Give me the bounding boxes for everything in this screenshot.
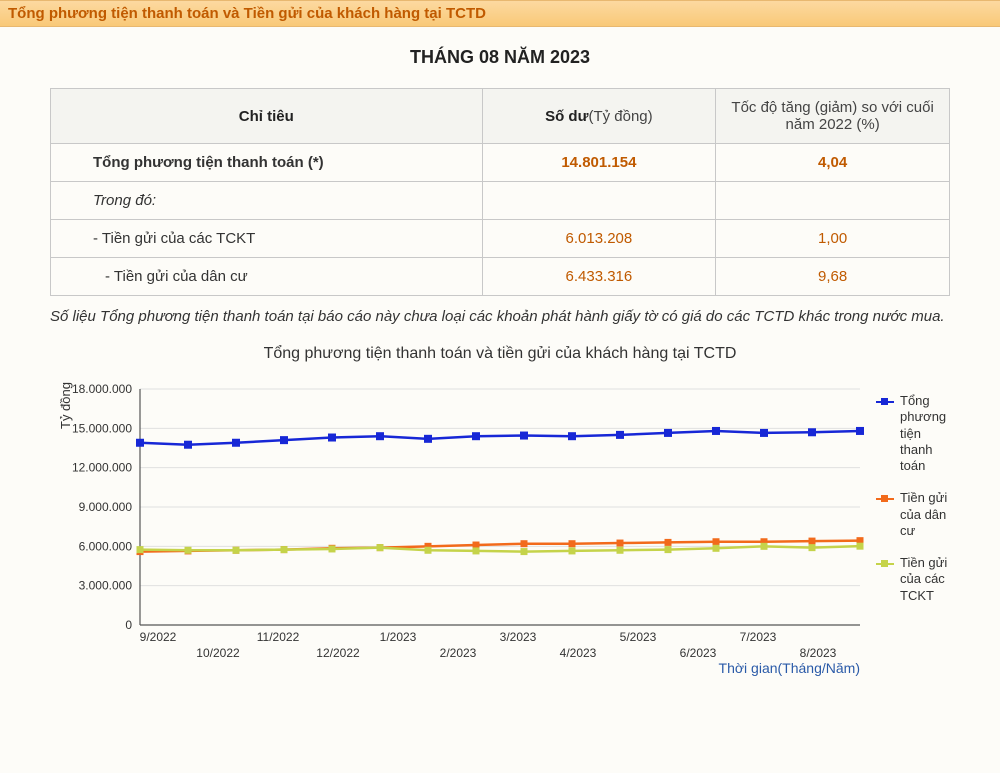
svg-text:12.000.000: 12.000.000 xyxy=(72,461,132,475)
svg-text:2/2023: 2/2023 xyxy=(440,646,477,660)
svg-text:9.000.000: 9.000.000 xyxy=(79,500,133,514)
row-label: - Tiền gửi của dân cư xyxy=(65,268,248,285)
svg-text:7/2023: 7/2023 xyxy=(740,630,777,644)
svg-text:11/2022: 11/2022 xyxy=(257,630,300,644)
row-growth: 4,04 xyxy=(716,144,950,182)
svg-text:8/2023: 8/2023 xyxy=(800,646,837,660)
svg-text:Thời gian(Tháng/Năm): Thời gian(Tháng/Năm) xyxy=(719,660,860,676)
svg-text:6/2023: 6/2023 xyxy=(680,646,717,660)
chart-legend: Tổng phương tiện thanh toán Tiền gửi của … xyxy=(876,393,950,620)
row-balance: 6.433.316 xyxy=(482,258,716,296)
chart-title: Tổng phương tiện thanh toán và tiền gửi … xyxy=(50,345,950,363)
col1-label: Số dư xyxy=(545,108,588,125)
col2-label: Tốc độ tăng (giảm) so với cuối năm 2022 … xyxy=(731,99,933,133)
line-chart: 0 3.000.000 6.000.000 9.000.000 12.000.000 15… xyxy=(50,371,870,681)
table-header-row: Chỉ tiêu Số dư(Tỷ đồng) Tốc độ tăng (giả… xyxy=(51,89,950,144)
row-growth xyxy=(716,182,950,220)
svg-text:10/2022: 10/2022 xyxy=(196,646,240,660)
legend-swatch xyxy=(876,498,894,500)
chart-svg-container: 0 3.000.000 6.000.000 9.000.000 12.000.000 15… xyxy=(50,371,870,686)
svg-text:4/2023: 4/2023 xyxy=(560,646,597,660)
footnote: Số liệu Tổng phương tiện thanh toán tại … xyxy=(50,308,950,325)
legend-label: Tiền gửi của các TCKT xyxy=(900,555,950,604)
legend-item: Tiền gửi của dân cư xyxy=(876,490,950,539)
table-row: Trong đó: xyxy=(51,182,950,220)
svg-text:Tỷ đồng: Tỷ đồng xyxy=(58,382,73,429)
svg-text:0: 0 xyxy=(125,618,132,632)
col0-label: Chỉ tiêu xyxy=(239,108,294,125)
svg-text:3/2023: 3/2023 xyxy=(500,630,537,644)
legend-item: Tiền gửi của các TCKT xyxy=(876,555,950,604)
header-bar: Tổng phương tiện thanh toán và Tiền gửi … xyxy=(0,0,1000,27)
legend-swatch xyxy=(876,563,894,565)
legend-swatch xyxy=(876,401,894,403)
svg-text:6.000.000: 6.000.000 xyxy=(79,539,133,553)
legend-label: Tổng phương tiện thanh toán xyxy=(900,393,950,474)
legend-label: Tiền gửi của dân cư xyxy=(900,490,950,539)
row-balance: 14.801.154 xyxy=(482,144,716,182)
col1-sublabel: (Tỷ đồng) xyxy=(588,108,652,125)
row-growth: 1,00 xyxy=(716,220,950,258)
row-label: - Tiền gửi của các TCKT xyxy=(65,230,255,247)
svg-text:1/2023: 1/2023 xyxy=(380,630,417,644)
svg-text:12/2022: 12/2022 xyxy=(316,646,360,660)
summary-table: Chỉ tiêu Số dư(Tỷ đồng) Tốc độ tăng (giả… xyxy=(50,88,950,296)
svg-text:5/2023: 5/2023 xyxy=(620,630,657,644)
header-title: Tổng phương tiện thanh toán và Tiền gửi … xyxy=(8,5,486,22)
table-row: Tổng phương tiện thanh toán (*) 14.801.15… xyxy=(51,144,950,182)
chart-wrap: 0 3.000.000 6.000.000 9.000.000 12.000.000 15… xyxy=(50,371,950,686)
legend-item: Tổng phương tiện thanh toán xyxy=(876,393,950,474)
row-label: Trong đó: xyxy=(65,192,156,209)
svg-text:9/2022: 9/2022 xyxy=(140,630,177,644)
page-title: THÁNG 08 NĂM 2023 xyxy=(50,47,950,68)
row-label: Tổng phương tiện thanh toán (*) xyxy=(65,154,324,171)
row-balance: 6.013.208 xyxy=(482,220,716,258)
row-balance xyxy=(482,182,716,220)
table-row: - Tiền gửi của các TCKT 6.013.2081,00 xyxy=(51,220,950,258)
svg-text:15.000.000: 15.000.000 xyxy=(72,421,132,435)
row-growth: 9,68 xyxy=(716,258,950,296)
svg-text:18.000.000: 18.000.000 xyxy=(72,382,132,396)
content-area: THÁNG 08 NĂM 2023 Chỉ tiêu Số dư(Tỷ đồng… xyxy=(0,27,1000,706)
table-row: - Tiền gửi của dân cư 6.433.3169,68 xyxy=(51,258,950,296)
svg-text:3.000.000: 3.000.000 xyxy=(79,579,133,593)
